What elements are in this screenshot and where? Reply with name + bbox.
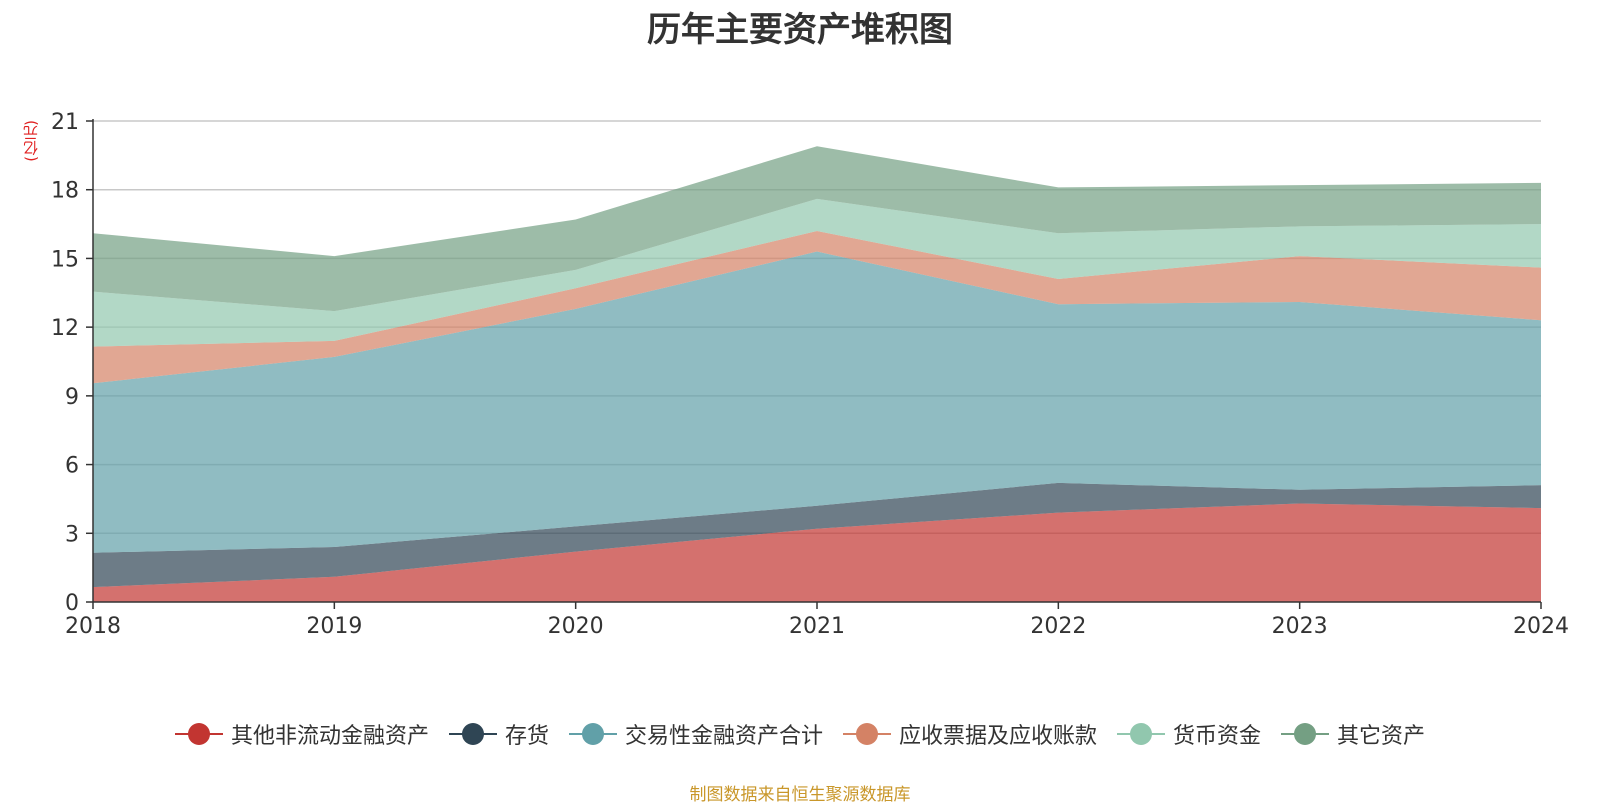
area-series-0 [93,503,1541,602]
x-tick-label: 2019 [306,614,362,639]
legend-item[interactable]: 应收票据及应收账款 [843,718,1097,750]
legend-item[interactable]: 其他非流动金融资产 [174,718,429,750]
legend-label: 其它资产 [1337,724,1426,749]
legend-label: 其他非流动金融资产 [230,724,429,749]
area-series-1 [93,482,1541,588]
y-tick-label: 0 [65,591,79,616]
y-tick-label: 9 [65,385,79,410]
legend-marker-icon [1281,722,1330,746]
legend-label: 应收票据及应收账款 [899,724,1098,749]
x-tick-label: 2021 [789,614,845,639]
legend-item[interactable]: 存货 [448,718,549,750]
area-series-3 [93,230,1541,384]
stacked-area-chart: 0 3 6 9 12 15 18 21 2018 2019 2020 2021 2022 2023 2024 [51,110,1569,639]
area-series-5 [93,146,1541,312]
x-tick-label: 2022 [1030,614,1086,639]
area-series-4 [93,198,1541,347]
x-tick-label: 2018 [65,614,121,639]
legend-item[interactable]: 交易性金融资产合计 [568,718,823,750]
legend-marker-icon [568,722,617,746]
y-tick-label: 12 [51,316,79,341]
legend-label: 货币资金 [1173,724,1262,749]
legend-marker-icon [843,722,891,746]
area-series-2 [93,251,1541,553]
legend-marker-icon [174,722,223,746]
chart-title: 历年主要资产堆积图 [647,10,953,50]
y-tick-label: 15 [51,247,79,272]
legend-label: 存货 [504,724,549,749]
legend-item[interactable]: 其它资产 [1281,718,1425,750]
x-tick-label: 2024 [1513,614,1569,639]
y-tick-label: 6 [65,454,79,479]
legend-item[interactable]: 货币资金 [1117,718,1261,750]
y-tick-label: 21 [51,110,79,135]
legend-label: 交易性金融资产合计 [624,724,823,749]
data-source-note: 制图数据来自恒生聚源数据库 [689,785,911,805]
y-tick-label: 18 [51,179,79,204]
legend-marker-icon [448,722,497,746]
x-tick-label: 2023 [1272,614,1328,639]
x-tick-label: 2020 [548,614,604,639]
legend-marker-icon [1117,722,1166,746]
chart-legend: 其他非流动金融资产 存货 交易性金融资产合计 应收票据及应收账款 货币资金 其它资产 [0,718,1600,750]
y-tick-label: 3 [65,522,79,547]
